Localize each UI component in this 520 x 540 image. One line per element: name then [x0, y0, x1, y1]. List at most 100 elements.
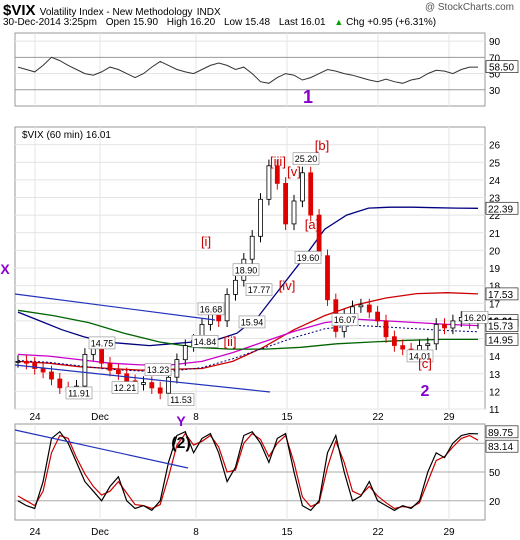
trendline [14, 429, 189, 469]
y-tick-label: 70 [489, 53, 501, 64]
last-value-box [485, 425, 519, 439]
price-last-label: 17.53 [488, 290, 513, 301]
candle-body [141, 382, 146, 385]
candle-body [149, 382, 155, 389]
candle-body [433, 323, 439, 345]
axis-ticks: 24 24 Dec Dec 8 8 15 15 22 22 29 29 90 70 50 30 26 25 24 23… [29, 37, 519, 538]
quote-line: 30-Dec-2014 3:25pm Open 15.90 High 16.20… [3, 17, 436, 28]
x-tick-label: 29 [443, 527, 455, 538]
count-label: X [0, 261, 10, 277]
candle-body [249, 235, 255, 260]
candle-body [400, 345, 406, 350]
price-label-box [191, 335, 219, 348]
price-point-label: 18.90 [235, 265, 258, 275]
candle-body [425, 343, 431, 346]
price-label-box [245, 283, 273, 296]
stochastic-series [14, 429, 479, 512]
y-tick-label: 21 [489, 229, 501, 240]
candle-body [224, 293, 230, 322]
index-name: Volatility Index - New Methodology [39, 7, 193, 18]
candle-body [283, 182, 289, 225]
x-tick-label: 22 [372, 527, 384, 538]
price-last-label: 22.39 [488, 204, 513, 215]
x-tick-label: Dec [91, 527, 109, 538]
price-point-label: 12.21 [114, 383, 137, 393]
price-point-label: 16.07 [334, 315, 357, 325]
price-label-box [144, 363, 172, 376]
candle-body [325, 255, 330, 301]
candle-body [375, 311, 381, 322]
candle-body [23, 360, 29, 364]
wave-label: [c] [418, 356, 432, 371]
price-label-box [461, 311, 489, 324]
price-point-label: 14.01 [409, 351, 432, 361]
candle-body [233, 279, 238, 295]
x-tick-label: 15 [281, 412, 293, 423]
x-tick-label: 24 [29, 412, 41, 423]
y-tick-label: 20 [489, 497, 501, 508]
wave-label: [ii] [224, 334, 237, 349]
price-label-box [406, 349, 434, 363]
price-point-label: 16.68 [200, 304, 223, 314]
wave-label: [iii] [270, 154, 286, 169]
price-point-label: 15.94 [241, 317, 264, 327]
price-point-label: 14.84 [194, 337, 217, 347]
y-tick-label: 24 [489, 176, 501, 187]
candle-body [442, 323, 447, 329]
rsi-series [17, 56, 478, 84]
price-point-label: 25.20 [295, 154, 318, 164]
last-value-box [485, 60, 519, 73]
price-point-label: 11.53 [170, 395, 192, 405]
candle-body [391, 336, 397, 346]
count-label: 2 [421, 383, 430, 400]
y-tick-label: 20 [489, 246, 501, 257]
wave-label: [iv] [279, 278, 296, 293]
price-last-label: 15.73 [488, 322, 513, 333]
last-value-box [485, 201, 519, 215]
count-label: (2) [171, 435, 191, 452]
count-label: Y [176, 413, 186, 429]
last-value-box [485, 439, 519, 453]
candle-body [174, 359, 180, 378]
moving-average-line [17, 309, 478, 350]
wave-label: [i] [201, 234, 211, 249]
x-tick-label: 29 [443, 412, 455, 423]
open-value: Open 15.90 [105, 17, 158, 28]
symbol: $VIX [3, 2, 36, 19]
high-value: High 16.20 [166, 17, 216, 28]
chart-title: $VIX Volatility Index - New Methodology … [3, 2, 221, 19]
candle-body [99, 346, 104, 364]
y-tick-label: 18 [489, 282, 501, 293]
price-point-label: 16.20 [464, 313, 487, 323]
candle-body [258, 198, 263, 237]
candle-body [107, 362, 113, 371]
candle-body [358, 304, 364, 308]
last-value-box [485, 319, 519, 332]
price-point-label: 11.91 [68, 388, 90, 398]
trendline [14, 293, 216, 321]
exchange: INDX [196, 7, 221, 18]
watermark: @ StockCharts.com [424, 2, 514, 13]
price-legend: $VIX (60 min) 16.01 [22, 130, 111, 141]
price-label-box [238, 315, 266, 329]
last-value: Last 16.01 [278, 17, 326, 28]
change-value: Chg +0.95 (+6.31%) [346, 17, 437, 28]
price-label-box [331, 313, 359, 326]
candle-body [383, 320, 389, 338]
candle-body [116, 369, 121, 375]
trendline [14, 364, 271, 393]
y-tick-label: 90 [489, 37, 501, 48]
rsi-panel [14, 32, 486, 107]
candle-body [182, 345, 188, 361]
y-tick-label: 30 [489, 86, 501, 97]
candle-body [299, 172, 305, 202]
candle-body [266, 165, 272, 200]
wave-label: [b] [315, 138, 329, 153]
y-tick-label: 11 [489, 405, 500, 416]
price-label-box [167, 393, 195, 406]
y-tick-label: 50 [489, 70, 501, 81]
candle-body [274, 165, 280, 184]
count-label: 1 [303, 87, 313, 107]
